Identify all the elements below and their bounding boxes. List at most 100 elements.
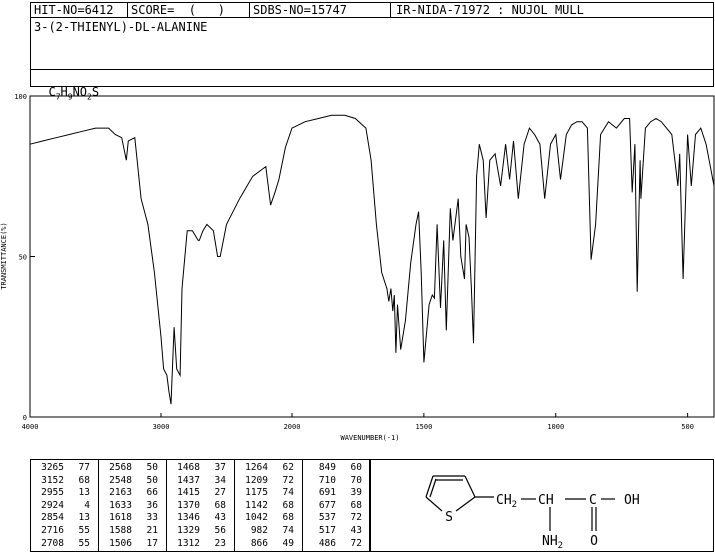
peak-wavenumber: 486 bbox=[318, 537, 336, 549]
y-tick-label: 100 bbox=[14, 93, 27, 101]
atom-o: O bbox=[590, 534, 598, 549]
hit-number: HIT-NO=6412 bbox=[34, 3, 114, 17]
peak-wavenumber: 1370 bbox=[177, 499, 200, 511]
peak-wavenumber: 982 bbox=[250, 525, 268, 536]
peak-transmittance: 68 bbox=[78, 474, 90, 486]
x-tick-label: 1500 bbox=[415, 423, 432, 431]
peak-wavenumber: 1042 bbox=[245, 512, 268, 524]
peak-wavenumber: 866 bbox=[250, 537, 268, 549]
structure-diagram: S CH2 CH C OH NH2 O bbox=[425, 475, 640, 551]
ir-spectrum-chart: 0 50 100 4000 3000 2000 1500 1000 500 WAVENUMBE… bbox=[0, 93, 715, 442]
peak-transmittance: 68 bbox=[214, 499, 226, 511]
x-tick-label: 500 bbox=[681, 423, 694, 431]
peak-transmittance: 17 bbox=[146, 537, 158, 549]
peak-column-divider bbox=[234, 459, 235, 552]
peak-transmittance: 23 bbox=[214, 537, 226, 549]
ir-nida: IR-NIDA-71972 : NUJOL MULL bbox=[396, 3, 584, 17]
peak-wavenumber: 1142 bbox=[245, 499, 268, 511]
peak-wavenumber: 1329 bbox=[177, 525, 200, 536]
x-axis-label: WAVENUMBER(-1) bbox=[340, 434, 399, 442]
peak-transmittance: 74 bbox=[282, 487, 294, 499]
x-tick-label: 4000 bbox=[22, 423, 39, 431]
peak-wavenumber: 2716 bbox=[41, 525, 64, 536]
x-tick-label: 1000 bbox=[547, 423, 564, 431]
peak-wavenumber: 2548 bbox=[109, 474, 132, 486]
peak-transmittance: 36 bbox=[146, 499, 158, 511]
peak-wavenumber: 1588 bbox=[109, 525, 132, 536]
peak-wavenumber: 517 bbox=[318, 525, 336, 536]
peak-transmittance: 4 bbox=[84, 499, 90, 511]
peak-transmittance: 50 bbox=[146, 462, 158, 473]
spectrum-line bbox=[29, 114, 715, 405]
peak-transmittance: 68 bbox=[282, 499, 294, 511]
ch2-subscript: 2 bbox=[512, 500, 517, 510]
header-divider-3 bbox=[390, 2, 391, 18]
peak-transmittance: 50 bbox=[146, 474, 158, 486]
peak-transmittance: 33 bbox=[146, 512, 158, 524]
header-divider-2 bbox=[249, 2, 250, 18]
peak-transmittance: 72 bbox=[282, 474, 294, 486]
y-axis-label: TRANSMITTANCE(%) bbox=[0, 222, 8, 289]
peak-transmittance: 43 bbox=[350, 525, 362, 536]
atom-ch: CH bbox=[538, 493, 554, 508]
header-row bbox=[30, 2, 714, 18]
y-tick-label: 0 bbox=[23, 414, 27, 422]
peak-transmittance: 56 bbox=[214, 525, 226, 536]
peak-transmittance: 39 bbox=[350, 487, 362, 499]
peak-transmittance: 72 bbox=[350, 512, 362, 524]
thiophene-ring bbox=[425, 475, 476, 512]
formula-c-count: 7 bbox=[55, 92, 61, 102]
peak-transmittance: 27 bbox=[214, 487, 226, 499]
peak-wavenumber: 1346 bbox=[177, 512, 200, 524]
formula-s: S bbox=[91, 85, 100, 99]
peak-transmittance: 74 bbox=[282, 525, 294, 536]
x-tick-label: 2000 bbox=[284, 423, 301, 431]
atom-ch2: CH2 bbox=[496, 493, 517, 510]
peak-wavenumber: 1209 bbox=[245, 474, 268, 486]
structure-box bbox=[370, 459, 714, 552]
peak-wavenumber: 537 bbox=[318, 512, 336, 524]
peak-wavenumber: 2568 bbox=[109, 462, 132, 473]
formula-o-count: 2 bbox=[87, 92, 92, 102]
peak-transmittance: 21 bbox=[146, 525, 158, 536]
peak-transmittance: 55 bbox=[78, 525, 90, 536]
peak-wavenumber: 849 bbox=[318, 462, 336, 473]
peak-transmittance: 55 bbox=[78, 537, 90, 549]
atom-nh2: NH2 bbox=[542, 534, 563, 551]
peak-wavenumber: 1618 bbox=[109, 512, 132, 524]
y-tick-label: 50 bbox=[19, 254, 27, 262]
peak-transmittance: 37 bbox=[214, 462, 226, 473]
peak-wavenumber: 1506 bbox=[109, 537, 132, 549]
peak-wavenumber: 3152 bbox=[41, 474, 64, 486]
peak-transmittance: 66 bbox=[146, 487, 158, 499]
formula-c: C bbox=[48, 85, 56, 99]
peak-wavenumber: 2708 bbox=[41, 537, 64, 549]
peak-wavenumber: 1264 bbox=[245, 462, 268, 473]
sdbs-number: SDBS-NO=15747 bbox=[253, 3, 347, 17]
x-tick-label: 3000 bbox=[153, 423, 170, 431]
peak-wavenumber: 2163 bbox=[109, 487, 132, 499]
ch2-text: CH bbox=[496, 493, 512, 508]
peak-wavenumber: 1175 bbox=[245, 487, 268, 499]
peak-wavenumber: 1415 bbox=[177, 487, 200, 499]
atom-s: S bbox=[445, 510, 453, 525]
peak-transmittance: 72 bbox=[350, 537, 362, 549]
peak-transmittance: 43 bbox=[214, 512, 226, 524]
peak-column-divider bbox=[98, 459, 99, 552]
peak-transmittance: 77 bbox=[78, 462, 90, 473]
peak-transmittance: 70 bbox=[350, 474, 362, 486]
peak-wavenumber: 3265 bbox=[41, 462, 64, 473]
atom-c: C bbox=[589, 493, 597, 508]
peak-column-divider bbox=[302, 459, 303, 552]
peak-wavenumber: 691 bbox=[318, 487, 336, 499]
formula-h: H bbox=[60, 85, 68, 99]
peak-wavenumber: 1312 bbox=[177, 537, 200, 549]
peak-wavenumber: 677 bbox=[318, 499, 336, 511]
peak-transmittance: 60 bbox=[350, 462, 362, 473]
header-formula-divider bbox=[30, 69, 714, 70]
peak-wavenumber: 2955 bbox=[41, 487, 64, 499]
peak-transmittance: 68 bbox=[350, 499, 362, 511]
peak-transmittance: 34 bbox=[214, 474, 226, 486]
peak-transmittance: 62 bbox=[282, 462, 294, 473]
peak-transmittance: 13 bbox=[78, 512, 90, 524]
